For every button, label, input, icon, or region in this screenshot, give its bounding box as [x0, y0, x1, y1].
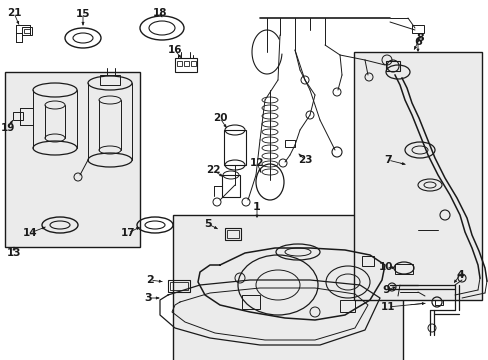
Bar [242, 295, 260, 309]
Bar [361, 256, 373, 266]
Bar [224, 228, 241, 240]
Bar [434, 300, 442, 305]
Bar [170, 282, 187, 290]
Bar [173, 215, 402, 360]
Bar [226, 230, 239, 238]
Text: 1: 1 [253, 202, 260, 212]
Text: 20: 20 [212, 113, 227, 123]
Text: 3: 3 [144, 293, 151, 303]
Text: 4: 4 [455, 270, 463, 280]
Bar [285, 140, 294, 147]
Bar [13, 112, 23, 120]
Bar [5, 72, 140, 247]
Text: 2: 2 [146, 275, 154, 285]
Bar [394, 264, 412, 274]
Text: 5: 5 [204, 219, 211, 229]
Bar [100, 75, 120, 85]
Bar [224, 130, 245, 165]
Bar [353, 52, 481, 300]
Bar [222, 175, 240, 197]
Bar [385, 61, 399, 71]
Text: 9: 9 [381, 285, 389, 295]
Text: 8: 8 [415, 33, 423, 43]
Bar [191, 61, 196, 66]
Text: 6: 6 [413, 37, 421, 47]
Bar [411, 25, 423, 33]
Bar [339, 300, 354, 312]
Text: 18: 18 [152, 8, 167, 18]
Bar [183, 61, 189, 66]
Text: 14: 14 [22, 228, 37, 238]
Text: 21: 21 [7, 8, 21, 18]
Text: 12: 12 [249, 158, 264, 168]
Text: 10: 10 [378, 262, 392, 272]
Text: 15: 15 [76, 9, 90, 19]
Text: 13: 13 [7, 248, 21, 258]
Text: 16: 16 [167, 45, 182, 55]
Text: 23: 23 [297, 155, 312, 165]
Bar [22, 27, 32, 35]
Text: 22: 22 [205, 165, 220, 175]
Bar [168, 280, 190, 292]
Bar [24, 29, 30, 33]
Text: 19: 19 [1, 123, 15, 133]
Text: 17: 17 [121, 228, 135, 238]
Text: 11: 11 [380, 302, 394, 312]
Bar [177, 61, 182, 66]
Bar [175, 58, 197, 72]
Text: 7: 7 [384, 155, 391, 165]
